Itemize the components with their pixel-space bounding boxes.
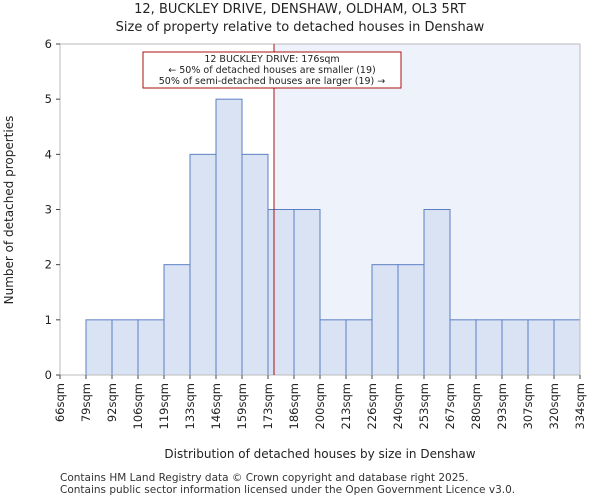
histogram-bar: [371, 264, 399, 376]
histogram-bar: [267, 209, 295, 376]
x-tick-label: 267sqm: [443, 383, 457, 429]
histogram-bar: [111, 319, 139, 376]
histogram-bar: [137, 319, 165, 376]
x-tick-label: 146sqm: [209, 383, 223, 429]
histogram-bar: [241, 153, 269, 376]
x-tick-label: 119sqm: [157, 383, 171, 429]
x-tick-label: 334sqm: [573, 383, 587, 429]
histogram-bar: [345, 319, 373, 376]
footer-licence: Contains public sector information licen…: [60, 484, 516, 496]
histogram-bar: [85, 319, 113, 376]
x-axis-label: Distribution of detached houses by size …: [164, 447, 475, 461]
y-tick-label: 4: [45, 147, 52, 161]
x-tick-label: 159sqm: [235, 383, 249, 429]
annotation-line-3: 50% of semi-detached houses are larger (…: [159, 76, 386, 87]
x-tick-label: 92sqm: [105, 383, 119, 422]
histogram-bar: [527, 319, 555, 376]
histogram-bar: [423, 209, 451, 376]
y-tick-label: 3: [45, 203, 52, 217]
histogram-bar: [475, 319, 503, 376]
x-tick-label: 200sqm: [313, 383, 327, 429]
y-tick-label: 1: [45, 313, 52, 327]
y-axis-label: Number of detached properties: [2, 116, 16, 305]
x-tick-label: 320sqm: [547, 383, 561, 429]
histogram-bar: [319, 319, 347, 376]
chart-title: 12, BUCKLEY DRIVE, DENSHAW, OLDHAM, OL3 …: [134, 2, 466, 17]
footer-copyright: Contains HM Land Registry data © Crown c…: [60, 472, 469, 484]
x-tick-label: 293sqm: [495, 383, 509, 429]
y-tick-label: 6: [45, 37, 52, 51]
x-tick-label: 240sqm: [391, 383, 405, 429]
x-tick-label: 173sqm: [261, 383, 275, 429]
histogram-bar: [397, 264, 425, 376]
histogram-bar: [553, 319, 581, 376]
histogram-bar: [449, 319, 477, 376]
x-tick-label: 307sqm: [521, 383, 535, 429]
x-tick-label: 79sqm: [79, 383, 93, 422]
x-tick-label: 226sqm: [365, 383, 379, 429]
x-tick-label: 213sqm: [339, 383, 353, 429]
x-tick-label: 186sqm: [287, 383, 301, 429]
x-tick-label: 280sqm: [469, 383, 483, 429]
histogram-bar: [501, 319, 529, 376]
x-tick-label: 133sqm: [183, 383, 197, 429]
y-tick-label: 2: [45, 258, 52, 272]
annotation-line-2: ← 50% of detached houses are smaller (19…: [168, 65, 375, 76]
y-tick-label: 5: [45, 92, 52, 106]
x-tick-label: 253sqm: [417, 383, 431, 429]
x-tick-label: 66sqm: [53, 383, 67, 422]
histogram-bar: [215, 98, 243, 376]
histogram-bar: [163, 264, 191, 376]
histogram-bar: [189, 153, 217, 376]
y-tick-label: 0: [45, 368, 52, 382]
chart-subtitle: Size of property relative to detached ho…: [115, 20, 485, 35]
histogram-bar: [293, 209, 321, 376]
annotation-box: [142, 51, 402, 89]
x-tick-label: 106sqm: [131, 383, 145, 429]
annotation-line-1: 12 BUCKLEY DRIVE: 176sqm: [204, 54, 339, 65]
